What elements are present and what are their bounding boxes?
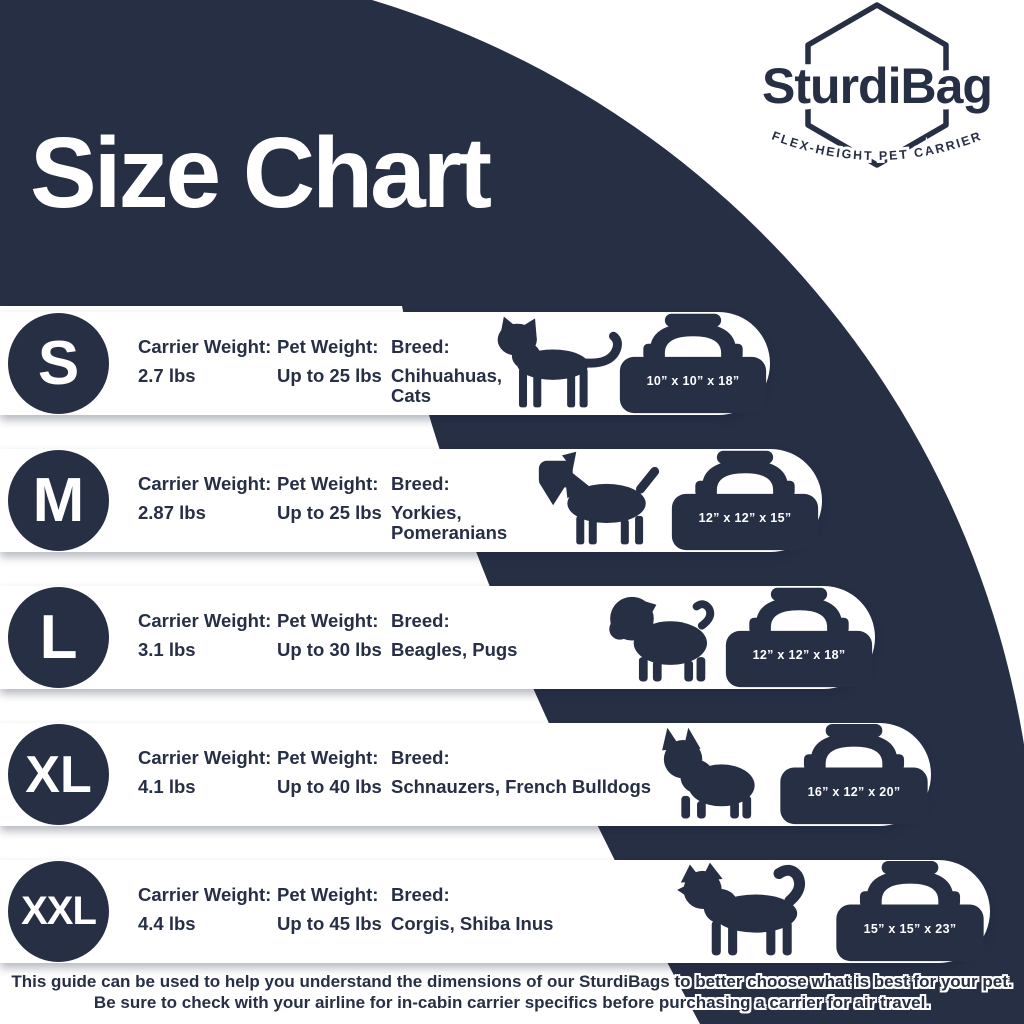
pet-weight-column: Pet Weight: Up to 40 lbs bbox=[277, 747, 382, 797]
shiba-inu-icon bbox=[666, 859, 832, 959]
logo-name: SturdiBag bbox=[762, 58, 992, 114]
pet-weight-label: Pet Weight: bbox=[277, 610, 379, 631]
carrier-weight-value: 4.4 lbs bbox=[138, 913, 196, 934]
logo-hexagon-icon bbox=[805, 2, 949, 168]
size-letter: M bbox=[32, 466, 85, 535]
svg-text:FLEX-HEIGHT PET CARRIER: FLEX-HEIGHT PET CARRIER bbox=[770, 129, 984, 163]
size-letter: S bbox=[37, 329, 80, 398]
carrier-weight-column: Carrier Weight: 4.1 lbs bbox=[138, 747, 271, 797]
carrier-weight-label: Carrier Weight: bbox=[138, 610, 272, 631]
carrier-weight-column: Carrier Weight: 3.1 lbs bbox=[138, 610, 271, 660]
size-row-m: M Carrier Weight: 2.87 lbs Pet Weight: U… bbox=[0, 449, 822, 552]
pug-icon bbox=[596, 589, 736, 685]
pet-weight-value: Up to 40 lbs bbox=[277, 776, 382, 797]
carrier-weight-value: 4.1 lbs bbox=[138, 776, 196, 797]
carrier-weight-column: Carrier Weight: 2.87 lbs bbox=[138, 473, 271, 523]
carrier-icon: 15” x 15” x 23” bbox=[832, 861, 988, 963]
breed-column: Breed: Schnauzers, French Bulldogs bbox=[391, 747, 651, 797]
carrier-weight-label: Carrier Weight: bbox=[138, 884, 272, 905]
breed-column: Breed: Corgis, Shiba Inus bbox=[391, 884, 553, 934]
carrier-weight-label: Carrier Weight: bbox=[138, 336, 272, 357]
sturdibag-logo: SturdiBag FLEX-HEIGHT PET CARRIER bbox=[756, 2, 999, 168]
yorkie-icon bbox=[528, 450, 678, 548]
size-badge: M bbox=[8, 450, 109, 551]
size-badge: L bbox=[8, 587, 109, 688]
size-row-xl: XL Carrier Weight: 4.1 lbs Pet Weight: U… bbox=[0, 723, 931, 826]
size-letter: XXL bbox=[21, 889, 97, 933]
pet-weight-value: Up to 25 lbs bbox=[277, 365, 382, 386]
breed-value: Schnauzers, French Bulldogs bbox=[391, 776, 652, 797]
breed-value: Corgis, Shiba Inus bbox=[391, 913, 554, 934]
breed-value: Yorkies, Pomeranians bbox=[391, 502, 508, 543]
breed-column: Breed: Chihuahuas, Cats bbox=[391, 336, 502, 406]
breed-column: Breed: Yorkies, Pomeranians bbox=[391, 473, 507, 543]
logo-tagline: FLEX-HEIGHT PET CARRIER bbox=[767, 126, 985, 166]
footer-line-1: This guide can be used to help you under… bbox=[11, 972, 1013, 991]
size-row-s: S Carrier Weight: 2.7 lbs Pet Weight: Up… bbox=[0, 312, 770, 415]
pet-weight-label: Pet Weight: bbox=[277, 747, 379, 768]
footer-line-2: Be sure to check with your airline for i… bbox=[93, 993, 931, 1012]
size-badge: S bbox=[8, 313, 109, 414]
pet-weight-column: Pet Weight: Up to 45 lbs bbox=[277, 884, 382, 934]
breed-label: Breed: bbox=[391, 610, 450, 631]
size-letter: L bbox=[39, 603, 78, 672]
carrier-weight-value: 2.87 lbs bbox=[138, 502, 206, 523]
carrier-dimensions: 12” x 12” x 15” bbox=[698, 511, 792, 526]
pet-weight-column: Pet Weight: Up to 25 lbs bbox=[277, 473, 382, 523]
page-title: Size Chart bbox=[30, 117, 492, 229]
size-badge: XXL bbox=[8, 861, 109, 962]
size-badge: XL bbox=[8, 724, 109, 825]
breed-column: Breed: Beagles, Pugs bbox=[391, 610, 517, 660]
carrier-dimensions: 12” x 12” x 18” bbox=[752, 648, 846, 663]
carrier-weight-value: 3.1 lbs bbox=[138, 639, 196, 660]
pet-weight-value: Up to 30 lbs bbox=[277, 639, 382, 660]
carrier-icon: 12” x 12” x 18” bbox=[724, 587, 874, 689]
breed-label: Breed: bbox=[391, 747, 450, 768]
footer-disclaimer: This guide can be used to help you under… bbox=[0, 971, 1024, 1013]
pet-weight-value: Up to 45 lbs bbox=[277, 913, 382, 934]
breed-value: Chihuahuas, Cats bbox=[391, 365, 503, 406]
size-letter: XL bbox=[25, 745, 92, 804]
carrier-weight-column: Carrier Weight: 4.4 lbs bbox=[138, 884, 271, 934]
carrier-icon: 16” x 12” x 20” bbox=[778, 724, 930, 826]
pet-weight-column: Pet Weight: Up to 30 lbs bbox=[277, 610, 382, 660]
carrier-icon: 12” x 12” x 15” bbox=[670, 450, 820, 552]
carrier-weight-label: Carrier Weight: bbox=[138, 747, 272, 768]
size-row-l: L Carrier Weight: 3.1 lbs Pet Weight: Up… bbox=[0, 586, 875, 689]
breed-label: Breed: bbox=[391, 336, 450, 357]
carrier-weight-value: 2.7 lbs bbox=[138, 365, 196, 386]
carrier-dimensions: 15” x 15” x 23” bbox=[863, 922, 957, 937]
size-row-xxl: XXL Carrier Weight: 4.4 lbs Pet Weight: … bbox=[0, 860, 990, 963]
breed-label: Breed: bbox=[391, 473, 450, 494]
carrier-icon: 10” x 10” x 18” bbox=[618, 313, 768, 415]
carrier-dimensions: 10” x 10” x 18” bbox=[646, 374, 740, 389]
french-bulldog-icon bbox=[648, 726, 774, 822]
breed-value: Beagles, Pugs bbox=[391, 639, 518, 660]
carrier-weight-label: Carrier Weight: bbox=[138, 473, 272, 494]
carrier-dimensions: 16” x 12” x 20” bbox=[807, 785, 901, 800]
pet-weight-label: Pet Weight: bbox=[277, 884, 379, 905]
pet-weight-column: Pet Weight: Up to 25 lbs bbox=[277, 336, 382, 386]
pet-weight-value: Up to 25 lbs bbox=[277, 502, 382, 523]
breed-label: Breed: bbox=[391, 884, 450, 905]
carrier-weight-column: Carrier Weight: 2.7 lbs bbox=[138, 336, 271, 386]
cat-icon bbox=[480, 313, 640, 411]
pet-weight-label: Pet Weight: bbox=[277, 473, 379, 494]
pet-weight-label: Pet Weight: bbox=[277, 336, 379, 357]
